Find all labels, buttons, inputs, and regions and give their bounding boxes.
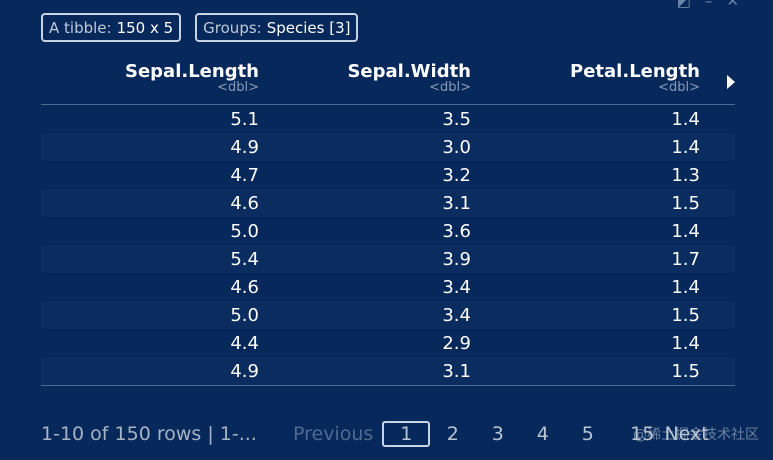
table-row: 5.0 3.6 1.4 bbox=[41, 217, 735, 245]
table-cell-spacer bbox=[700, 245, 735, 273]
page-button-4[interactable]: 4 bbox=[536, 423, 549, 445]
page-button-3[interactable]: 3 bbox=[491, 423, 504, 445]
table-cell: 5.0 bbox=[230, 220, 259, 242]
table-cell: 1.4 bbox=[471, 133, 700, 161]
table-row: 4.9 3.1 1.5 bbox=[41, 357, 735, 386]
close-icon[interactable]: ✕ bbox=[726, 0, 739, 10]
column-type: <dbl> bbox=[429, 80, 471, 95]
next-button[interactable]: Next bbox=[664, 423, 709, 445]
tibble-label: A tibble: bbox=[49, 18, 112, 37]
column-type: <dbl> bbox=[217, 80, 259, 95]
table-row: 4.6 3.4 1.4 bbox=[41, 273, 735, 301]
table-cell: 3.4 bbox=[442, 276, 471, 298]
table-cell: 4.6 bbox=[230, 276, 259, 298]
table-row: 4.4 2.9 1.4 bbox=[41, 329, 735, 357]
table-cell-spacer bbox=[700, 217, 735, 245]
table-cell-spacer bbox=[700, 105, 735, 134]
table-cell: 4.4 bbox=[230, 332, 259, 354]
table-cell: 3.6 bbox=[442, 220, 471, 242]
table-row: 4.9 3.0 1.4 bbox=[41, 133, 735, 161]
info-badges: A tibble: 150 x 5 Groups: Species [3] bbox=[41, 13, 359, 42]
page-button-2[interactable]: 2 bbox=[446, 423, 459, 445]
table-cell: 5.0 bbox=[41, 301, 259, 329]
table-row: 4.6 3.1 1.5 bbox=[41, 189, 735, 217]
table-cell-spacer bbox=[700, 329, 735, 357]
table-cell-spacer bbox=[700, 133, 735, 161]
table-cell: 1.4 bbox=[671, 220, 700, 242]
popout-icon[interactable]: ◩ bbox=[676, 0, 691, 10]
data-table: Sepal.Length <dbl> Sepal.Width <dbl> Pet… bbox=[41, 58, 735, 386]
table-cell: 3.1 bbox=[259, 357, 471, 386]
table-cell: 3.5 bbox=[442, 108, 471, 130]
table-cell: 3.4 bbox=[259, 301, 471, 329]
table-cell: 3.9 bbox=[259, 245, 471, 273]
table-cell: 1.5 bbox=[471, 301, 700, 329]
next-columns-arrow-icon[interactable] bbox=[727, 75, 735, 89]
groups-value: Species [3] bbox=[266, 18, 351, 37]
table-cell: 4.6 bbox=[41, 189, 259, 217]
column-name: Sepal.Width bbox=[347, 61, 471, 82]
table-cell: 2.9 bbox=[442, 332, 471, 354]
page-button-1[interactable]: 1 bbox=[382, 421, 431, 447]
table-cell: 3.1 bbox=[259, 189, 471, 217]
table-cell-spacer bbox=[700, 189, 735, 217]
table-cell: 4.9 bbox=[41, 133, 259, 161]
table-cell: 3.0 bbox=[259, 133, 471, 161]
table-row: 4.7 3.2 1.3 bbox=[41, 161, 735, 189]
table-cell: 4.9 bbox=[41, 357, 259, 386]
table-cell: 3.2 bbox=[442, 164, 471, 186]
page-button-5[interactable]: 5 bbox=[581, 423, 594, 445]
table-cell: 1.7 bbox=[471, 245, 700, 273]
groups-badge: Groups: Species [3] bbox=[195, 13, 359, 42]
table-cell: 1.4 bbox=[671, 108, 700, 130]
column-type: <dbl> bbox=[658, 80, 700, 95]
rows-info: 1-10 of 150 rows | 1-... bbox=[41, 423, 257, 445]
table-header-row: Sepal.Length <dbl> Sepal.Width <dbl> Pet… bbox=[41, 58, 735, 105]
column-name: Petal.Length bbox=[570, 61, 700, 82]
table-row: 5.1 3.5 1.4 bbox=[41, 105, 735, 134]
table-body: 5.1 3.5 1.4 4.9 3.0 1.4 4.7 3.2 1.3 4.6 3.1 1.5 5.0 3… bbox=[41, 105, 735, 386]
table-cell: 1.4 bbox=[671, 276, 700, 298]
table-cell: 1.5 bbox=[471, 357, 700, 386]
tibble-dimensions: 150 x 5 bbox=[116, 18, 174, 37]
table-cell-spacer bbox=[700, 273, 735, 301]
table-cell: 1.3 bbox=[671, 164, 700, 186]
watermark: @稀土掘金技术社区 bbox=[633, 427, 759, 443]
table-cell: 1.5 bbox=[471, 189, 700, 217]
next-columns-cell bbox=[700, 58, 735, 105]
table-row: 5.4 3.9 1.7 bbox=[41, 245, 735, 273]
table-cell: 5.1 bbox=[230, 108, 259, 130]
table-row: 5.0 3.4 1.5 bbox=[41, 301, 735, 329]
column-header-petal-length[interactable]: Petal.Length <dbl> bbox=[471, 58, 700, 105]
table-cell-spacer bbox=[700, 301, 735, 329]
column-header-sepal-width[interactable]: Sepal.Width <dbl> bbox=[259, 58, 471, 105]
previous-button[interactable]: Previous bbox=[293, 423, 374, 445]
table-cell: 5.4 bbox=[41, 245, 259, 273]
groups-label: Groups: bbox=[203, 18, 262, 37]
column-name: Sepal.Length bbox=[124, 61, 259, 82]
table-cell-spacer bbox=[700, 161, 735, 189]
minimize-icon[interactable]: – bbox=[704, 0, 713, 10]
page-button-last[interactable]: 15 bbox=[630, 423, 655, 445]
table-cell: 1.4 bbox=[671, 332, 700, 354]
table-cell: 4.7 bbox=[230, 164, 259, 186]
table-cell-spacer bbox=[700, 357, 735, 386]
window-controls: ◩ – ✕ bbox=[676, 0, 739, 10]
tibble-size-badge: A tibble: 150 x 5 bbox=[41, 13, 182, 42]
column-header-sepal-length[interactable]: Sepal.Length <dbl> bbox=[41, 58, 259, 105]
